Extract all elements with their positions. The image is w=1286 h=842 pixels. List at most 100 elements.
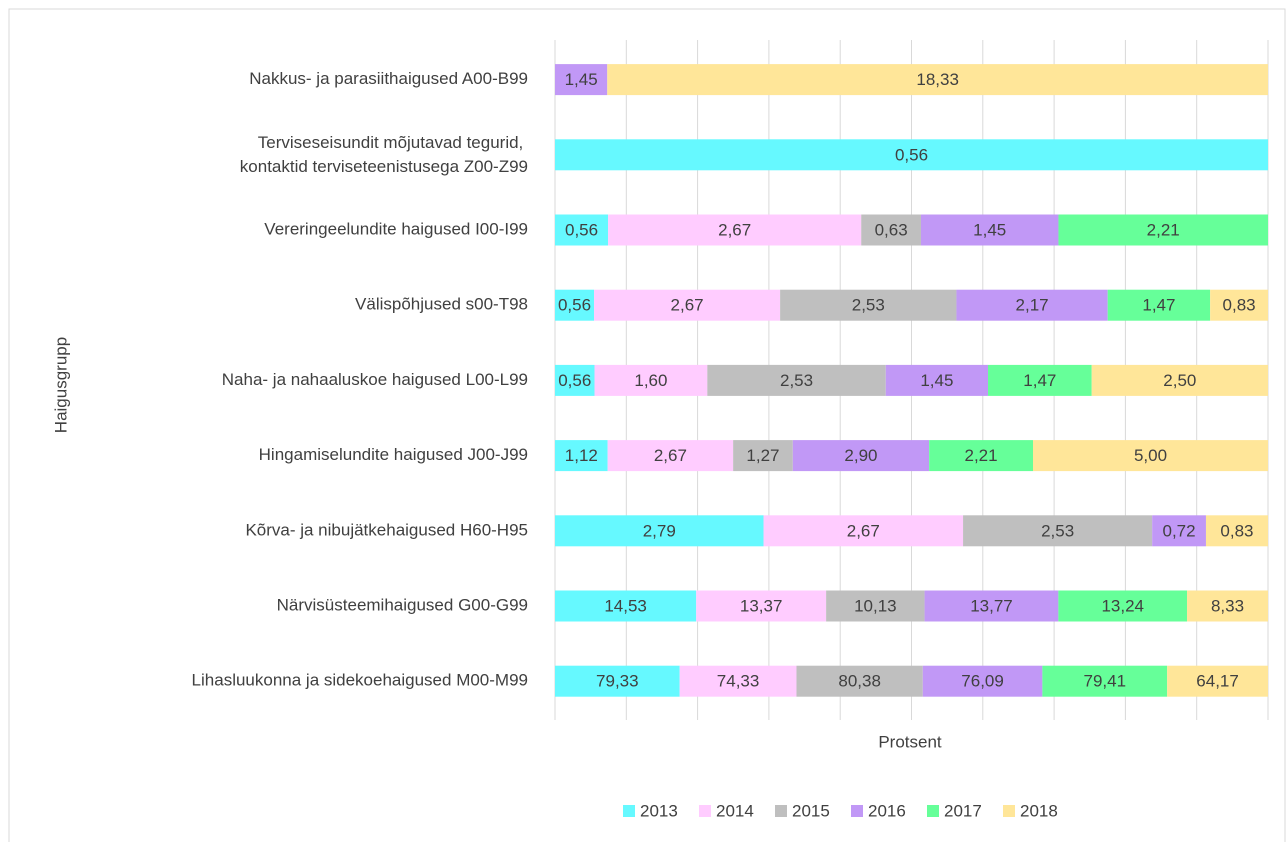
y-tick-label: Lihasluukonna ja sidekoehaigused M00-M99 bbox=[192, 671, 528, 690]
bar-segment bbox=[607, 440, 734, 472]
data-label: 74,33 bbox=[717, 672, 760, 691]
bar-segment bbox=[780, 289, 957, 321]
y-tick-label: Hingamiselundite haigused J00-J99 bbox=[259, 445, 528, 464]
data-label: 1,47 bbox=[1142, 296, 1175, 315]
bar-segment bbox=[594, 289, 781, 321]
data-label: 80,38 bbox=[838, 672, 881, 691]
legend-label: 2016 bbox=[868, 801, 906, 820]
legend-label: 2013 bbox=[640, 801, 678, 820]
data-label: 1,47 bbox=[1023, 371, 1056, 390]
legend-swatch bbox=[699, 805, 711, 817]
legend-label: 2014 bbox=[716, 801, 754, 820]
data-label: 1,45 bbox=[973, 220, 1006, 239]
data-label: 64,17 bbox=[1196, 672, 1239, 691]
bar-segment bbox=[796, 665, 923, 697]
y-axis-label: Haigusgrupp bbox=[51, 337, 70, 433]
data-label: 2,53 bbox=[780, 371, 813, 390]
bar-segment bbox=[924, 590, 1059, 622]
data-label: 5,00 bbox=[1134, 446, 1167, 465]
bar-segment bbox=[607, 64, 1268, 96]
bar-segment bbox=[555, 364, 595, 396]
data-label: 8,33 bbox=[1211, 596, 1244, 615]
data-label: 10,13 bbox=[854, 596, 897, 615]
legend-label: 2015 bbox=[792, 801, 830, 820]
bar-segment bbox=[1091, 364, 1268, 396]
legend-swatch bbox=[927, 805, 939, 817]
bar-segment bbox=[1032, 440, 1268, 472]
bar-segment bbox=[1205, 515, 1268, 547]
bar-segment bbox=[963, 515, 1153, 547]
data-label: 1,45 bbox=[565, 70, 598, 89]
data-label: 0,56 bbox=[558, 296, 591, 315]
data-label: 2,90 bbox=[844, 446, 877, 465]
y-tick-label: Terviseseisundit mõjutavad tegurid, kont… bbox=[240, 133, 528, 176]
bar-segment bbox=[1058, 214, 1268, 246]
bar-segment bbox=[1187, 590, 1268, 622]
bar-segment bbox=[1107, 289, 1211, 321]
bar-segment bbox=[929, 440, 1033, 472]
legend-label: 2017 bbox=[944, 801, 982, 820]
data-label: 2,53 bbox=[852, 296, 885, 315]
bar-segment bbox=[1152, 515, 1206, 547]
legend-swatch bbox=[1003, 805, 1015, 817]
data-label: 1,12 bbox=[565, 446, 598, 465]
bar-segment bbox=[679, 665, 797, 697]
legend-swatch bbox=[851, 805, 863, 817]
data-label: 18,33 bbox=[916, 70, 959, 89]
bar-segment bbox=[555, 440, 608, 472]
bar-segment bbox=[594, 364, 708, 396]
chart-frame bbox=[8, 8, 1286, 842]
data-label: 0,56 bbox=[895, 145, 928, 164]
bar-segment bbox=[885, 364, 989, 396]
y-tick-label: Välispõhjused s00-T98 bbox=[355, 295, 528, 314]
data-label: 2,67 bbox=[654, 446, 687, 465]
data-label: 79,41 bbox=[1083, 672, 1126, 691]
bar-segment bbox=[608, 214, 862, 246]
bar-segment bbox=[555, 214, 609, 246]
x-axis-label: Protsent bbox=[878, 732, 942, 751]
data-label: 2,67 bbox=[718, 220, 751, 239]
bar-segment bbox=[826, 590, 925, 622]
y-tick-label: Naha- ja nahaaluskoe haigused L00-L99 bbox=[222, 370, 528, 389]
y-tick-label: Kõrva- ja nibujätkehaigused H60-H95 bbox=[245, 520, 528, 539]
legend-label: 2018 bbox=[1020, 801, 1058, 820]
bar-segment bbox=[1167, 665, 1268, 697]
data-label: 2,21 bbox=[965, 446, 998, 465]
data-label: 0,83 bbox=[1220, 521, 1253, 540]
data-label: 0,83 bbox=[1223, 296, 1256, 315]
data-label: 0,63 bbox=[875, 220, 908, 239]
bar-segment bbox=[1058, 590, 1188, 622]
bar-segment bbox=[920, 214, 1059, 246]
data-label: 13,37 bbox=[740, 596, 783, 615]
legend-swatch bbox=[623, 805, 635, 817]
data-label: 2,17 bbox=[1016, 296, 1049, 315]
data-label: 2,67 bbox=[847, 521, 880, 540]
y-tick-label: Närvisüsteemihaigused G00-G99 bbox=[277, 595, 528, 614]
data-label: 76,09 bbox=[961, 672, 1004, 691]
bar-segment bbox=[733, 440, 793, 472]
data-label: 1,60 bbox=[634, 371, 667, 390]
y-tick-label: Nakkus- ja parasiithaigused A00-B99 bbox=[249, 69, 528, 88]
bar-segment bbox=[707, 364, 886, 396]
data-label: 0,56 bbox=[558, 371, 591, 390]
bar-segment bbox=[555, 139, 1268, 171]
bar-segment bbox=[988, 364, 1092, 396]
data-label: 2,50 bbox=[1163, 371, 1196, 390]
data-label: 2,79 bbox=[643, 521, 676, 540]
data-label: 0,72 bbox=[1163, 521, 1196, 540]
data-label: 79,33 bbox=[596, 672, 639, 691]
data-label: 2,67 bbox=[671, 296, 704, 315]
data-label: 13,24 bbox=[1101, 596, 1144, 615]
data-label: 14,53 bbox=[604, 596, 647, 615]
bar-segment bbox=[922, 665, 1043, 697]
bar-segment bbox=[696, 590, 827, 622]
bar-segment bbox=[861, 214, 921, 246]
bar-segment bbox=[555, 289, 595, 321]
bar-segment bbox=[792, 440, 930, 472]
bar-segment bbox=[763, 515, 964, 547]
legend-swatch bbox=[775, 805, 787, 817]
bar-segment bbox=[555, 590, 697, 622]
bar-segment bbox=[956, 289, 1108, 321]
